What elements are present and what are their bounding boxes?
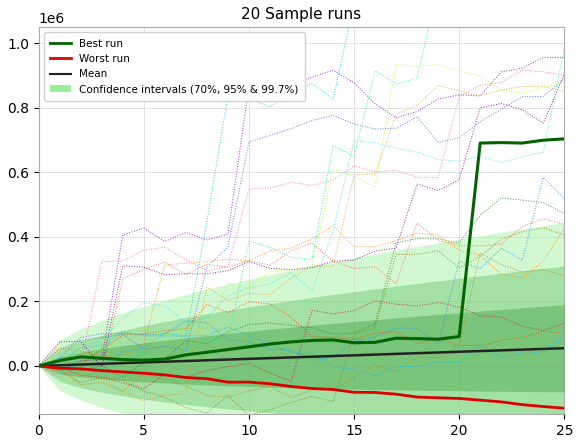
Title: 20 Sample runs: 20 Sample runs	[241, 7, 361, 22]
Legend: Best run, Worst run, Mean, Confidence intervals (70%, 95% & 99.7%): Best run, Worst run, Mean, Confidence in…	[44, 32, 305, 101]
